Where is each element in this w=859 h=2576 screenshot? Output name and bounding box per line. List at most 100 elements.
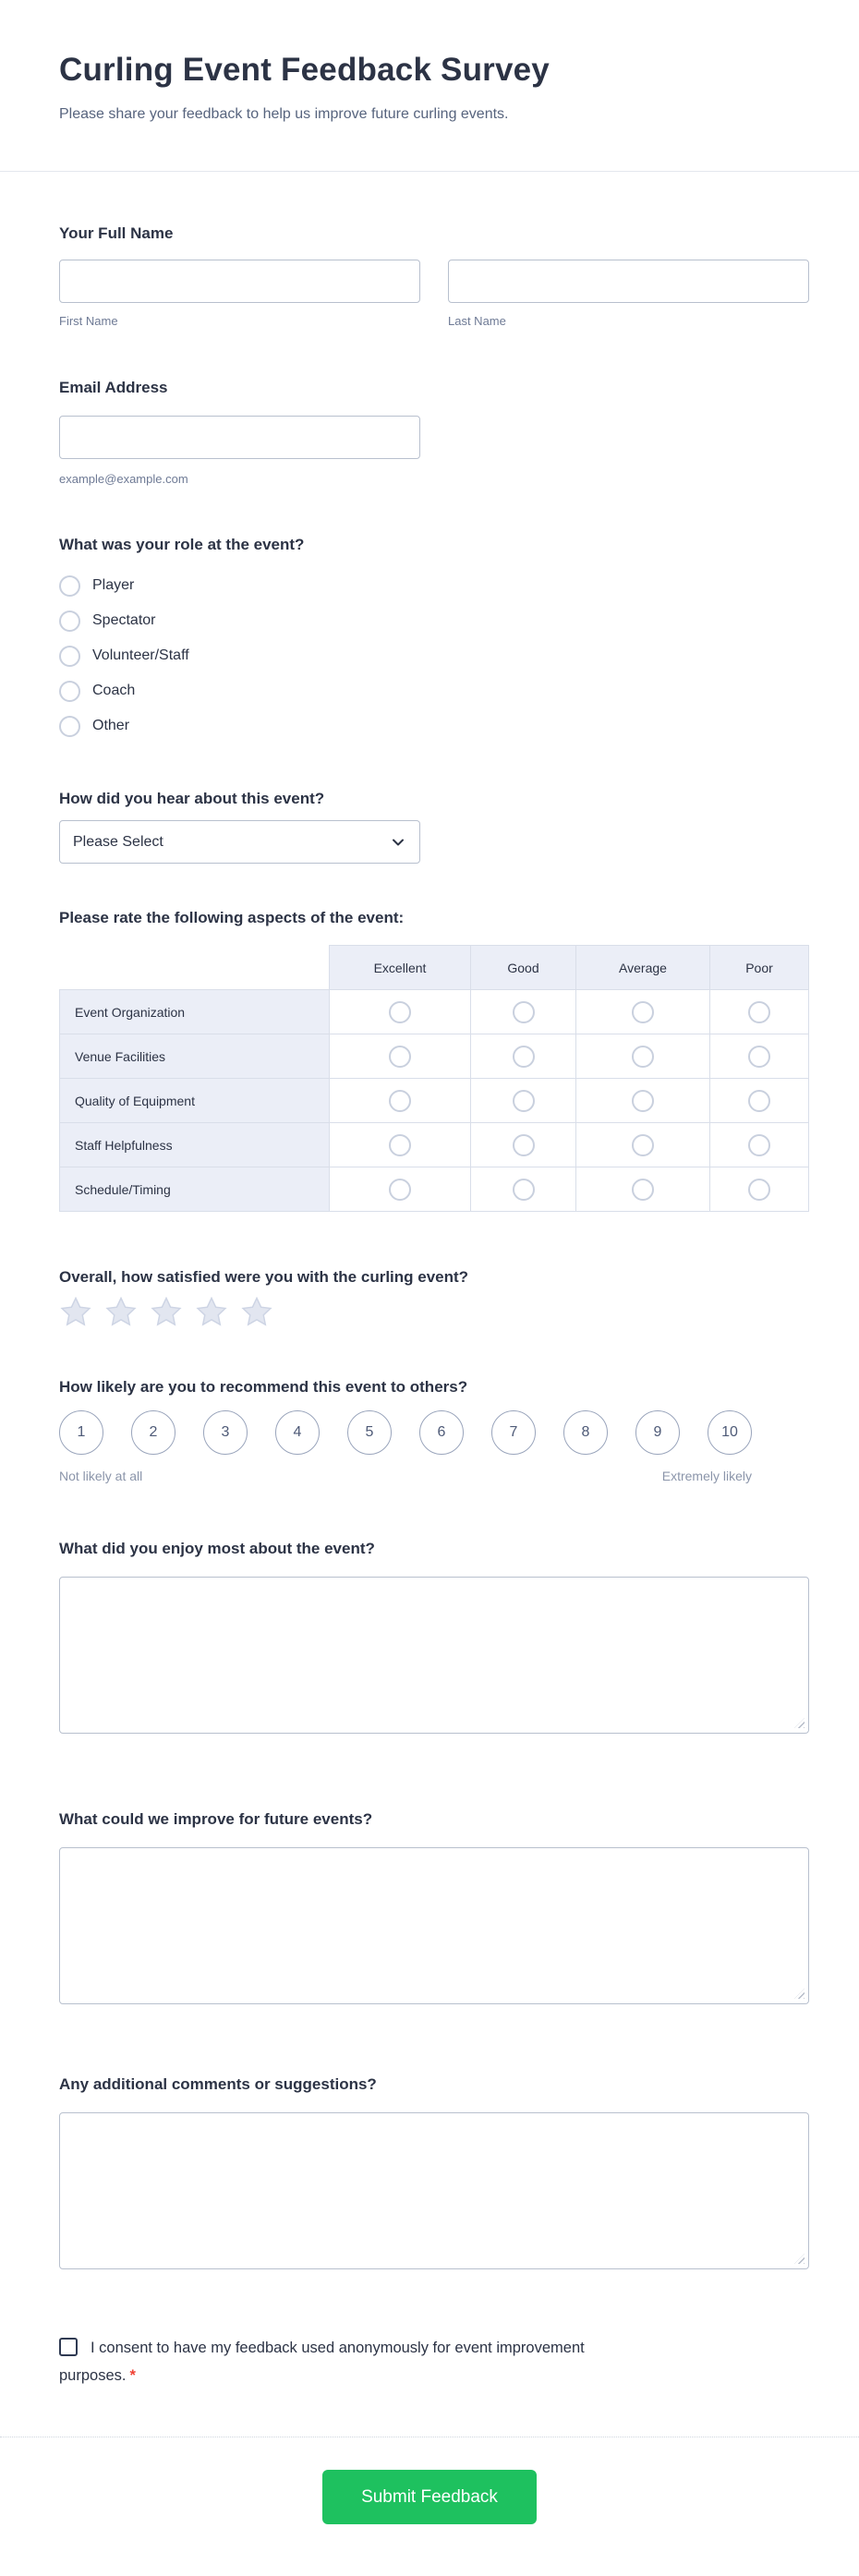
first-name-sublabel: First Name <box>59 314 118 328</box>
table-row: Quality of Equipment <box>59 1078 809 1123</box>
radio-option-label: Volunteer/Staff <box>92 647 189 663</box>
star-icon[interactable] <box>59 1297 92 1328</box>
rating-table: Excellent Good Average Poor Event Organi… <box>59 945 809 1212</box>
radio-option-other[interactable]: Other <box>59 708 809 744</box>
table-radio-icon[interactable] <box>389 1089 411 1112</box>
table-radio-icon[interactable] <box>632 1000 654 1023</box>
column-header-poor: Poor <box>709 945 809 990</box>
page-subtitle: Please share your feedback to help us im… <box>59 106 509 122</box>
radio-option-player[interactable]: Player <box>59 568 809 603</box>
radio-option-label: Coach <box>92 683 136 698</box>
question-rating-table: Please rate the following aspects of the… <box>59 909 809 1212</box>
scale-option-9[interactable]: 9 <box>635 1410 680 1455</box>
scale-option-1[interactable]: 1 <box>59 1410 103 1455</box>
table-radio-icon[interactable] <box>389 1178 411 1201</box>
question-full-name: Your Full Name First Name Last Name <box>59 224 809 328</box>
radio-icon[interactable] <box>59 680 80 702</box>
column-header-average: Average <box>575 945 710 990</box>
scale-option-5[interactable]: 5 <box>347 1410 392 1455</box>
resize-handle-icon[interactable] <box>794 1718 805 1728</box>
question-satisfaction: Overall, how satisfied were you with the… <box>59 1268 809 1328</box>
scale-option-7[interactable]: 7 <box>491 1410 536 1455</box>
scale-option-3[interactable]: 3 <box>203 1410 248 1455</box>
star-icon[interactable] <box>240 1297 273 1328</box>
form-footer: Submit Feedback <box>0 2437 859 2524</box>
email-input[interactable] <box>59 416 420 459</box>
table-radio-icon[interactable] <box>389 1133 411 1156</box>
enjoy-textarea[interactable] <box>59 1577 809 1734</box>
row-label-event-organization: Event Organization <box>59 989 330 1034</box>
required-asterisk: * <box>129 2367 136 2384</box>
resize-handle-icon[interactable] <box>794 2254 805 2264</box>
last-name-input[interactable] <box>448 260 809 303</box>
radio-icon[interactable] <box>59 715 80 737</box>
column-header-excellent: Excellent <box>329 945 471 990</box>
header-divider <box>0 171 859 172</box>
table-radio-icon[interactable] <box>512 1089 535 1112</box>
radio-option-label: Other <box>92 718 130 733</box>
table-radio-icon[interactable] <box>512 1133 535 1156</box>
question-improve: What could we improve for future events? <box>59 1810 809 2004</box>
question-enjoy: What did you enjoy most about the event? <box>59 1540 809 1734</box>
row-label-staff-helpfulness: Staff Helpfulness <box>59 1122 330 1167</box>
question-role: What was your role at the event? Player … <box>59 536 809 744</box>
scale-option-10[interactable]: 10 <box>708 1410 752 1455</box>
star-rating <box>59 1297 809 1328</box>
comments-textarea[interactable] <box>59 2112 809 2269</box>
scale-option-4[interactable]: 4 <box>275 1410 320 1455</box>
table-radio-icon[interactable] <box>512 1045 535 1068</box>
table-radio-icon[interactable] <box>748 1045 770 1068</box>
question-consent: I consent to have my feedback used anony… <box>59 2334 659 2389</box>
consent-label: I consent to have my feedback used anony… <box>59 2340 585 2384</box>
scale-option-8[interactable]: 8 <box>563 1410 608 1455</box>
last-name-sublabel: Last Name <box>448 314 506 328</box>
scale-option-6[interactable]: 6 <box>419 1410 464 1455</box>
table-radio-icon[interactable] <box>512 1178 535 1201</box>
radio-option-volunteer-staff[interactable]: Volunteer/Staff <box>59 638 809 673</box>
resize-handle-icon[interactable] <box>794 1989 805 1999</box>
row-label-schedule-timing: Schedule/Timing <box>59 1167 330 1212</box>
question-email: Email Address example@example.com <box>59 379 809 486</box>
submit-button[interactable]: Submit Feedback <box>322 2470 537 2524</box>
radio-option-spectator[interactable]: Spectator <box>59 603 809 638</box>
table-row: Venue Facilities <box>59 1034 809 1079</box>
table-radio-icon[interactable] <box>389 1000 411 1023</box>
table-radio-icon[interactable] <box>748 1133 770 1156</box>
question-label: What was your role at the event? <box>59 536 305 553</box>
table-radio-icon[interactable] <box>748 1089 770 1112</box>
question-label: Please rate the following aspects of the… <box>59 909 405 926</box>
table-radio-icon[interactable] <box>389 1045 411 1068</box>
star-icon[interactable] <box>104 1297 138 1328</box>
radio-option-label: Spectator <box>92 612 156 628</box>
table-radio-icon[interactable] <box>512 1000 535 1023</box>
question-comments: Any additional comments or suggestions? <box>59 2075 809 2269</box>
radio-icon[interactable] <box>59 610 80 632</box>
question-recommend: How likely are you to recommend this eve… <box>59 1378 809 1484</box>
scale-option-2[interactable]: 2 <box>131 1410 175 1455</box>
scale-min-label: Not likely at all <box>59 1469 143 1483</box>
consent-checkbox[interactable] <box>59 2338 78 2356</box>
star-icon[interactable] <box>195 1297 228 1328</box>
radio-option-coach[interactable]: Coach <box>59 673 809 708</box>
hear-about-select[interactable]: Please Select <box>59 820 420 864</box>
role-options: Player Spectator Volunteer/Staff Coach O… <box>59 568 809 744</box>
form-header: Curling Event Feedback Survey Please sha… <box>0 0 859 123</box>
table-radio-icon[interactable] <box>748 1000 770 1023</box>
table-radio-icon[interactable] <box>632 1178 654 1201</box>
star-icon[interactable] <box>150 1297 183 1328</box>
improve-textarea[interactable] <box>59 1847 809 2004</box>
radio-icon[interactable] <box>59 645 80 667</box>
question-label: What could we improve for future events? <box>59 1810 373 1828</box>
scale-options: 1 2 3 4 5 6 7 8 9 10 <box>59 1410 752 1455</box>
table-radio-icon[interactable] <box>632 1045 654 1068</box>
table-radio-icon[interactable] <box>748 1178 770 1201</box>
question-hear-about: How did you hear about this event? Pleas… <box>59 790 809 864</box>
scale-max-label: Extremely likely <box>661 1469 752 1483</box>
question-label: Any additional comments or suggestions? <box>59 2075 377 2093</box>
question-label: How likely are you to recommend this eve… <box>59 1378 468 1396</box>
table-radio-icon[interactable] <box>632 1133 654 1156</box>
table-radio-icon[interactable] <box>632 1089 654 1112</box>
first-name-input[interactable] <box>59 260 420 303</box>
radio-icon[interactable] <box>59 574 80 597</box>
column-header-good: Good <box>470 945 576 990</box>
